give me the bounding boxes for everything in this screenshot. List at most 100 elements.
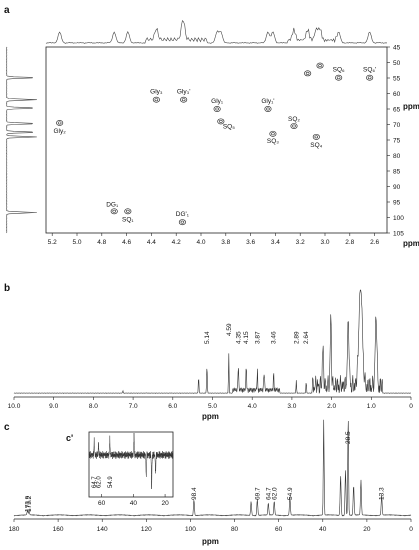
cross-peak-core (314, 135, 319, 139)
x-tick-label: 3.0 (287, 403, 296, 410)
cross-peak (56, 119, 64, 126)
y-tick-label: 45 (393, 45, 401, 52)
inset-trace (88, 432, 174, 489)
cross-peak-label: SQ₆ (333, 67, 345, 74)
cross-peak-core (181, 98, 186, 102)
x-tick-label: 80 (231, 526, 239, 533)
y-tick-label: 60 (393, 91, 401, 98)
peak-label: 62.0 (271, 487, 278, 500)
cross-peak-core (126, 209, 130, 213)
peak-label: 3.87 (254, 331, 261, 344)
peak-label: 4.15 (243, 331, 250, 344)
y-tick-label: 50 (393, 60, 401, 67)
peak-label: 173.9 (24, 495, 31, 512)
x-tick-label: 160 (53, 526, 64, 533)
cross-peak-core (180, 220, 185, 224)
y-tick-label: 80 (393, 153, 401, 160)
x-tick-label: 60 (275, 526, 283, 533)
cross-peak-label: DG₁ (106, 201, 119, 208)
peak-label: 69.7 (254, 487, 261, 500)
cross-peak-core (318, 64, 322, 68)
cross-peak (152, 96, 160, 103)
inset-c-prime-spectrum (88, 432, 174, 489)
panel-a-y-axis-title: ppm (403, 102, 419, 111)
panel-b-1h-spectrum (13, 289, 412, 394)
x-tick-label: 5.2 (48, 239, 57, 246)
x-tick-label: 3.8 (221, 239, 230, 246)
cross-peak-label: SQ₃ (267, 138, 279, 145)
cross-peak (316, 62, 324, 69)
cross-peak-label: Gly₃' (177, 89, 191, 96)
x-tick-label: 4.0 (248, 403, 257, 410)
x-tick-label: 120 (141, 526, 152, 533)
y-tick-label: 105 (393, 231, 404, 238)
x-tick-label: 5.0 (72, 239, 81, 246)
cross-peak-core (219, 119, 223, 123)
cross-peak (213, 106, 221, 112)
cross-peak (269, 130, 277, 137)
peak-label: 98.4 (191, 487, 198, 500)
peak-label: 5.14 (204, 331, 211, 344)
x-tick-label: 4.0 (196, 239, 205, 246)
x-tick-label: 140 (97, 526, 108, 533)
x-tick-label: 5.0 (208, 403, 217, 410)
top-trace (45, 19, 388, 44)
cross-peak-core (154, 98, 159, 102)
x-tick-label: 2.8 (345, 239, 354, 246)
peak-label: 3.46 (271, 331, 278, 344)
peak-label: 54.9 (108, 476, 114, 488)
cross-peak (217, 118, 225, 125)
left-trace (5, 46, 37, 234)
cross-peak (335, 74, 343, 81)
x-tick-label: 20 (363, 526, 371, 533)
x-tick-label: 10.0 (8, 403, 21, 410)
cross-peak-label: SQ₅ (223, 123, 235, 130)
x-tick-label: 20 (161, 500, 169, 507)
cross-peak-label: DG'₁ (176, 211, 190, 218)
cross-peak-core (292, 124, 296, 128)
peak-label: 64.7 (92, 476, 98, 488)
peak-label: 54.9 (287, 487, 294, 500)
x-tick-label: 3.4 (271, 239, 280, 246)
panel-c-x-axis-title: ppm (202, 537, 219, 546)
inset-c-prime-letter: c' (66, 433, 73, 443)
cross-peak-core (305, 71, 310, 75)
peak-label: 4.35 (235, 331, 242, 344)
cross-peak (366, 74, 374, 81)
y-tick-label: 100 (393, 215, 404, 222)
panel-a-plot-frame (45, 46, 388, 234)
panel-b-x-axis-title: ppm (202, 412, 219, 421)
x-tick-label: 2.6 (370, 239, 379, 246)
x-tick-label: 3.2 (296, 239, 305, 246)
panel-b-letter: b (4, 283, 10, 294)
y-tick-label: 65 (393, 107, 401, 114)
spectrum-trace (13, 289, 412, 394)
x-tick-label: 1.0 (367, 403, 376, 410)
cross-peak-label: Gly₁' (261, 98, 274, 105)
panel-c-letter: c (4, 422, 10, 433)
cross-peak (110, 208, 118, 215)
cross-peak (178, 219, 186, 226)
y-tick-label: 95 (393, 200, 401, 207)
cross-peak-label: SQ₆' (363, 67, 376, 74)
x-tick-label: 8.0 (89, 403, 98, 410)
x-tick-label: 9.0 (49, 403, 58, 410)
y-tick-label: 90 (393, 184, 401, 191)
y-tick-label: 55 (393, 76, 401, 83)
cross-peak (124, 208, 132, 215)
panel-a-top-1d-spectrum (45, 19, 388, 44)
cross-peak-label: SQ₂ (288, 116, 300, 123)
panel-a-letter: a (4, 5, 10, 16)
cross-peak-label: Gly₁ (211, 98, 224, 105)
x-tick-label: 40 (319, 526, 327, 533)
x-tick-label: 100 (185, 526, 196, 533)
x-tick-label: 4.6 (122, 239, 131, 246)
panel-a-left-1d-spectrum (5, 46, 37, 234)
inset-c-prime-frame (88, 431, 174, 498)
cross-peak-label: Gly₂ (53, 128, 66, 135)
cross-peak-label: SQ₄ (310, 142, 322, 149)
peak-label: 2.89 (293, 331, 300, 344)
panel-b-x-axis: 10.0 9.0 8.0 7.0 6.0 5.0 4.0 3.0 2.0 1.0 0 (8, 397, 413, 410)
x-tick-label: 0 (409, 403, 413, 410)
